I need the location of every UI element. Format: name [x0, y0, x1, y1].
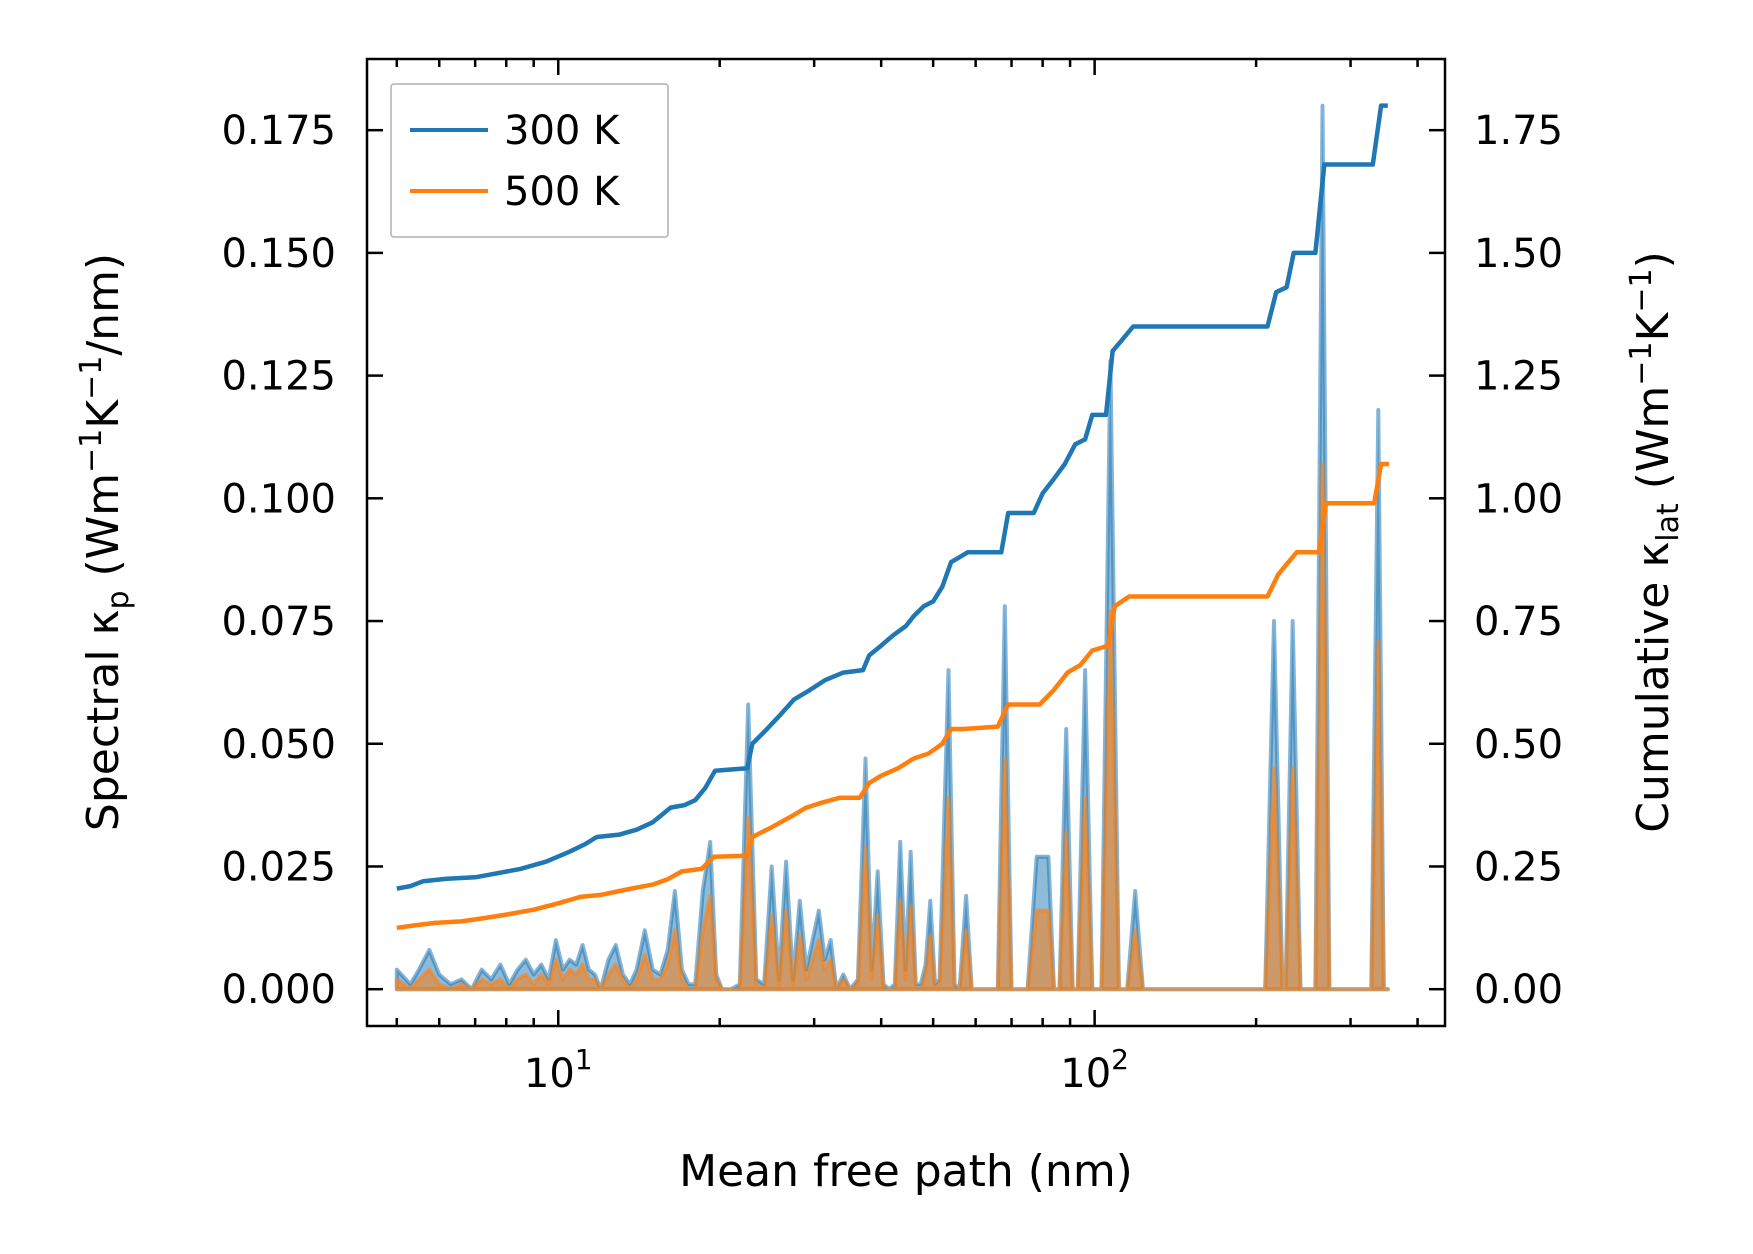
y-right-tick-label: 0.75 [1474, 599, 1563, 645]
y-right-tick-label: 1.50 [1474, 231, 1563, 277]
y-left-label-mid: K [78, 399, 129, 429]
y-left-label-sup2: −1 [74, 356, 109, 400]
cumulative-line-300k [396, 103, 1388, 891]
y-right-tick-label: 1.25 [1474, 354, 1563, 400]
y-left-label-prefix: Spectral κ [78, 610, 129, 832]
y-right-label-subscript: lat [1651, 503, 1686, 542]
cumulative-line-500k [396, 461, 1390, 931]
y-right-label-sup2: −1 [1624, 268, 1659, 312]
x-tick-label: 102 [1060, 1043, 1129, 1097]
y-left-tick-label: 0.175 [221, 108, 336, 154]
y-right-tick-labels: 0.00 0.25 0.50 0.75 1.00 1.25 1.50 1.75 [1474, 108, 1563, 1013]
y-left-tick-label: 0.000 [221, 967, 336, 1013]
y-right-tick-label: 0.25 [1474, 844, 1563, 890]
axes-frame [365, 57, 1447, 1028]
y-right-tick-label: 1.00 [1474, 476, 1563, 522]
spectral-area-500k [394, 462, 1390, 992]
y-left-tick-label: 0.100 [221, 476, 336, 522]
y-left-label-suffix: (Wm [78, 473, 129, 591]
y-left-tick-label: 0.075 [221, 599, 336, 645]
x-tick-labels: 101 102 [524, 1043, 1129, 1097]
y-left-tick-label: 0.150 [221, 231, 336, 277]
y-right-axis-label: Cumulative κlat (Wm−1K−1) [1624, 251, 1686, 833]
y-left-tick-label: 0.025 [221, 844, 336, 890]
axis-ticks [367, 59, 1445, 1026]
y-left-tick-label: 0.050 [221, 722, 336, 768]
legend-label-500k: 500 K [504, 169, 621, 215]
y-right-label-sup1: −1 [1624, 341, 1659, 385]
y-right-label-mid: K [1628, 311, 1679, 341]
y-left-label-end: /nm) [78, 253, 129, 356]
legend-box [390, 83, 669, 238]
y-right-tick-label: 1.75 [1474, 108, 1563, 154]
y-left-axis-label: Spectral κp (Wm−1K−1/nm) [74, 253, 136, 831]
y-left-tick-label: 0.125 [221, 354, 336, 400]
y-right-label-suffix: (Wm [1628, 386, 1679, 504]
legend: 300 K 500 K [390, 83, 669, 238]
y-left-label-subscript: p [101, 590, 136, 609]
x-tick-label: 101 [524, 1043, 593, 1097]
y-right-label-prefix: Cumulative κ [1628, 542, 1679, 833]
y-right-label-end: ) [1628, 251, 1679, 268]
y-left-tick-labels: 0.000 0.025 0.050 0.075 0.100 0.125 0.150 0.175 [221, 108, 336, 1013]
y-left-label-sup1: −1 [74, 429, 109, 473]
x-axis-label: Mean free path (nm) [679, 1146, 1133, 1197]
plot-area [394, 103, 1390, 992]
legend-label-300k: 300 K [504, 108, 621, 154]
y-right-tick-label: 0.50 [1474, 722, 1563, 768]
y-right-tick-label: 0.00 [1474, 967, 1563, 1013]
